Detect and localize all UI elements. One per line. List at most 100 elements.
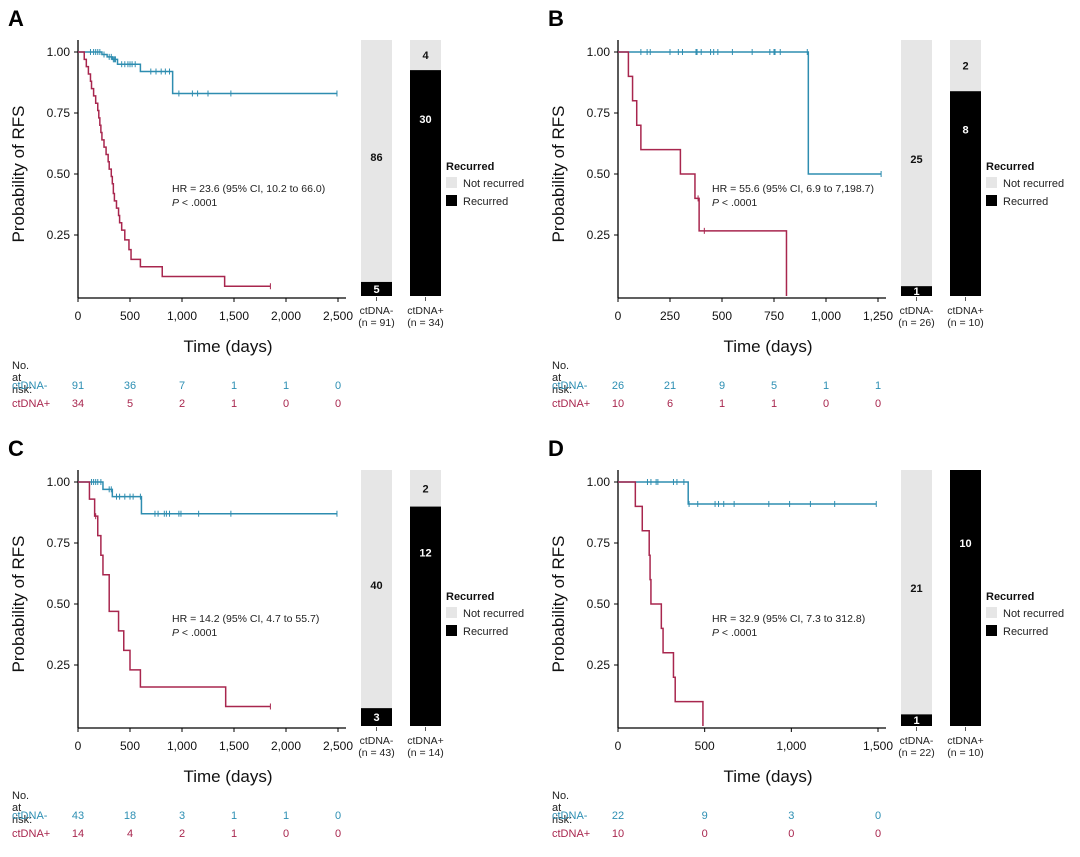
y-axis-label: Probability of RFS bbox=[549, 536, 568, 673]
risk-value: 0 bbox=[334, 828, 342, 840]
bar-group-n: (n = 14) bbox=[407, 747, 443, 759]
x-tick-label: 2,500 bbox=[323, 739, 353, 753]
x-tick-label: 1,500 bbox=[219, 309, 249, 323]
y-tick-label: 0.50 bbox=[587, 167, 611, 181]
bar-value-recurred: 30 bbox=[419, 114, 431, 126]
risk-value: 9 bbox=[718, 380, 726, 392]
risk-value: 1 bbox=[770, 398, 778, 410]
risk-value: 18 bbox=[123, 810, 137, 822]
bar-group-n: (n = 91) bbox=[358, 317, 394, 329]
risk-value: 21 bbox=[663, 380, 677, 392]
y-tick-label: 1.00 bbox=[587, 45, 611, 59]
legend-label-not-recurred: Not recurred bbox=[463, 608, 524, 620]
y-tick-label: 0.25 bbox=[47, 658, 71, 672]
p-value-text: P < .0001 bbox=[172, 197, 217, 209]
x-tick-label: 2,500 bbox=[323, 309, 353, 323]
hazard-ratio-text: HR = 14.2 (95% CI, 4.7 to 55.7) bbox=[172, 613, 319, 625]
risk-value: 36 bbox=[123, 380, 137, 392]
bar-segment-not-recurred-pos bbox=[950, 40, 981, 92]
bar-segment-not-recurred-pos bbox=[410, 470, 441, 507]
risk-value: 91 bbox=[71, 380, 85, 392]
x-tick-label: 500 bbox=[712, 309, 732, 323]
panel-label: D bbox=[548, 436, 564, 461]
hazard-ratio-text: HR = 23.6 (95% CI, 10.2 to 66.0) bbox=[172, 183, 325, 195]
panel-label: A bbox=[8, 6, 24, 31]
y-tick-label: 0.75 bbox=[47, 536, 71, 550]
km-plot: 1.00 0.75 0.50 0.25 0 500 1,000 1,500 2,000 2,500… bbox=[9, 470, 524, 786]
risk-row-label-pos: ctDNA+ bbox=[12, 828, 51, 840]
risk-value: 0 bbox=[788, 828, 795, 840]
risk-value: 2 bbox=[178, 828, 186, 840]
risk-value: 0 bbox=[874, 810, 882, 822]
km-curve-ctdna-neg bbox=[618, 51, 882, 175]
km-curve-ctdna-pos bbox=[78, 51, 271, 287]
p-value: < .0001 bbox=[179, 627, 217, 639]
bar-value-recurred: 3 bbox=[373, 712, 379, 724]
bar-group-label: ctDNA+ bbox=[407, 305, 443, 317]
km-curve-ctdna-pos bbox=[618, 481, 704, 726]
risk-value: 0 bbox=[334, 810, 342, 822]
bar-value-not-recurred: 2 bbox=[422, 483, 428, 495]
bar-group-label: ctDNA+ bbox=[947, 735, 983, 747]
hazard-ratio-text: HR = 32.9 (95% CI, 7.3 to 312.8) bbox=[712, 613, 865, 625]
bar-value-not-recurred: 2 bbox=[962, 61, 968, 73]
bar-group-n: (n = 22) bbox=[898, 747, 934, 759]
y-tick-label: 0.75 bbox=[47, 106, 71, 120]
risk-value: 0 bbox=[334, 398, 342, 410]
bar-group-label: ctDNA- bbox=[900, 735, 934, 747]
panel-c: C 1.00 0.75 0.50 0.25 0 500 1,000 1,500 2,000 2,50… bbox=[0, 430, 540, 857]
risk-table-title: No. at risk: bbox=[12, 360, 33, 396]
risk-value: 26 bbox=[611, 380, 625, 392]
y-tick-label: 1.00 bbox=[47, 45, 71, 59]
x-tick-label: 500 bbox=[120, 309, 140, 323]
risk-value: 7 bbox=[178, 380, 186, 392]
x-tick-label: 250 bbox=[660, 309, 680, 323]
panel-d: D 1.00 0.75 0.50 0.25 0 500 1,000 1,500 Probabili… bbox=[540, 430, 1080, 857]
bar-value-recurred: 12 bbox=[419, 547, 431, 559]
risk-value: 1 bbox=[282, 380, 290, 392]
legend-swatch-not-recurred bbox=[446, 607, 457, 618]
bar-segment-recurred-pos bbox=[950, 91, 981, 296]
risk-value: 10 bbox=[611, 828, 625, 840]
legend-title: Recurred bbox=[446, 161, 494, 173]
y-tick-label: 0.50 bbox=[47, 167, 71, 181]
legend-swatch-recurred bbox=[986, 625, 997, 636]
y-tick-label: 0.25 bbox=[47, 228, 71, 242]
risk-table-title: No. at risk: bbox=[12, 790, 33, 826]
bar-segment-recurred-neg bbox=[361, 281, 392, 296]
legend-swatch-not-recurred bbox=[986, 607, 997, 618]
x-axis-label: Time (days) bbox=[723, 767, 812, 786]
y-tick-label: 1.00 bbox=[587, 475, 611, 489]
y-axis-label: Probability of RFS bbox=[9, 106, 28, 243]
p-symbol: P bbox=[712, 627, 719, 639]
risk-value: 0 bbox=[282, 398, 290, 410]
bar-segment-recurred-neg bbox=[901, 286, 932, 296]
x-tick-label: 500 bbox=[695, 739, 715, 753]
legend-title: Recurred bbox=[446, 591, 494, 603]
bar-value-recurred: 1 bbox=[913, 286, 919, 298]
hazard-ratio-text: HR = 55.6 (95% CI, 6.9 to 7,198.7) bbox=[712, 183, 874, 195]
risk-row-label-pos: ctDNA+ bbox=[12, 398, 51, 410]
km-curve-ctdna-neg bbox=[78, 481, 337, 515]
p-value: < .0001 bbox=[179, 197, 217, 209]
risk-row-label-neg: ctDNA- bbox=[552, 380, 588, 392]
km-plot: 1.00 0.75 0.50 0.25 0 500 1,000 1,500 Probabilit… bbox=[549, 470, 1064, 786]
risk-value: 1 bbox=[822, 380, 830, 392]
x-tick-label: 1,000 bbox=[811, 309, 841, 323]
risk-value: 1 bbox=[718, 398, 726, 410]
bar-value-recurred: 8 bbox=[962, 125, 968, 137]
p-symbol: P bbox=[172, 197, 179, 209]
y-tick-label: 0.75 bbox=[587, 106, 611, 120]
risk-table-title: No. at risk: bbox=[552, 790, 573, 826]
bar-group-label: ctDNA- bbox=[900, 305, 934, 317]
panel-label: C bbox=[8, 436, 24, 461]
bar-group-label: ctDNA+ bbox=[947, 305, 983, 317]
x-tick-label: 0 bbox=[615, 739, 622, 753]
risk-row-label-neg: ctDNA- bbox=[552, 810, 588, 822]
risk-value: 4 bbox=[126, 828, 134, 840]
legend-swatch-recurred bbox=[446, 625, 457, 636]
legend-swatch-not-recurred bbox=[986, 177, 997, 188]
y-tick-label: 0.50 bbox=[47, 597, 71, 611]
bar-segment-not-recurred-neg bbox=[361, 40, 392, 282]
risk-value: 2 bbox=[178, 398, 186, 410]
